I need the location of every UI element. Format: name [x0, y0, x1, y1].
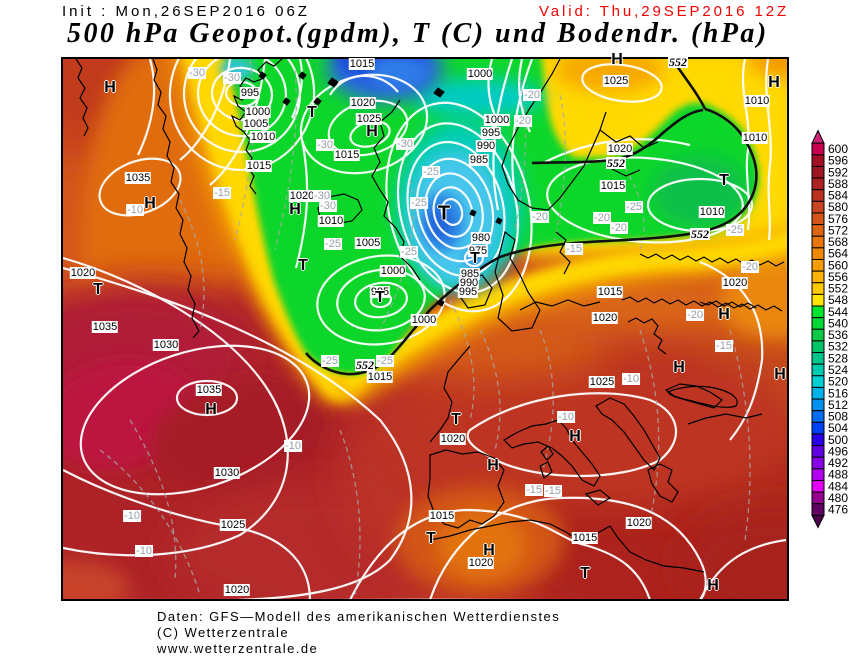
svg-text:576: 576 — [828, 212, 848, 226]
svg-text:536: 536 — [828, 328, 848, 342]
svg-text:592: 592 — [828, 165, 848, 179]
svg-text:520: 520 — [828, 375, 848, 389]
svg-text:508: 508 — [828, 410, 848, 424]
svg-text:512: 512 — [828, 398, 848, 412]
svg-text:528: 528 — [828, 351, 848, 365]
svg-text:488: 488 — [828, 468, 848, 482]
svg-text:556: 556 — [828, 270, 848, 284]
svg-text:484: 484 — [828, 479, 848, 493]
svg-text:492: 492 — [828, 456, 848, 470]
svg-text:504: 504 — [828, 421, 848, 435]
svg-text:548: 548 — [828, 293, 848, 307]
svg-text:584: 584 — [828, 189, 848, 203]
svg-text:500: 500 — [828, 433, 848, 447]
svg-text:540: 540 — [828, 316, 848, 330]
svg-text:580: 580 — [828, 200, 848, 214]
svg-text:564: 564 — [828, 247, 848, 261]
svg-text:476: 476 — [828, 503, 848, 517]
svg-text:544: 544 — [828, 305, 848, 319]
svg-text:600: 600 — [828, 142, 848, 156]
svg-text:560: 560 — [828, 258, 848, 272]
svg-text:572: 572 — [828, 223, 848, 237]
svg-text:568: 568 — [828, 235, 848, 249]
svg-text:596: 596 — [828, 154, 848, 168]
svg-text:524: 524 — [828, 363, 848, 377]
svg-text:516: 516 — [828, 386, 848, 400]
svg-text:496: 496 — [828, 444, 848, 458]
svg-text:588: 588 — [828, 177, 848, 191]
svg-text:552: 552 — [828, 282, 848, 296]
svg-text:532: 532 — [828, 340, 848, 354]
svg-text:480: 480 — [828, 491, 848, 505]
